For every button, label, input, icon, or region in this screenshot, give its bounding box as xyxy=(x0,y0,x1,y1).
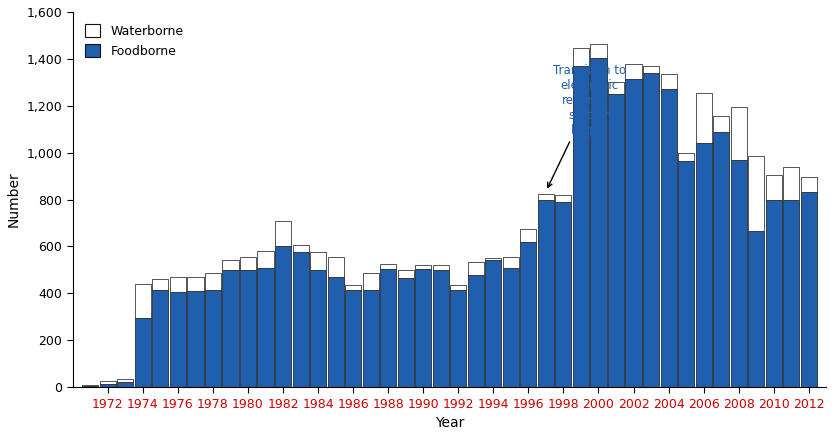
Bar xyxy=(573,48,589,66)
Bar xyxy=(293,252,309,387)
Bar xyxy=(538,200,554,387)
Bar xyxy=(275,221,291,246)
Bar xyxy=(170,292,186,387)
Bar xyxy=(696,93,711,143)
Bar xyxy=(485,260,501,387)
Bar xyxy=(433,265,449,270)
Bar xyxy=(380,264,396,269)
Bar xyxy=(223,270,239,387)
Bar xyxy=(310,252,326,270)
Bar xyxy=(83,386,98,387)
X-axis label: Year: Year xyxy=(435,416,465,430)
Bar xyxy=(801,177,816,192)
Bar xyxy=(83,385,98,386)
Bar xyxy=(538,194,554,200)
Bar xyxy=(398,278,414,387)
Bar xyxy=(643,66,659,73)
Bar xyxy=(240,270,256,387)
Bar xyxy=(135,318,151,387)
Y-axis label: Number: Number xyxy=(7,172,21,227)
Bar xyxy=(398,270,414,278)
Bar xyxy=(170,277,186,292)
Bar xyxy=(310,270,326,387)
Bar xyxy=(450,290,466,387)
Bar xyxy=(415,265,431,269)
Bar xyxy=(100,381,116,384)
Bar xyxy=(555,202,571,387)
Bar xyxy=(520,242,536,387)
Bar xyxy=(153,290,168,387)
Bar xyxy=(450,285,466,290)
Bar xyxy=(520,229,536,242)
Bar xyxy=(380,269,396,387)
Bar xyxy=(135,284,151,318)
Bar xyxy=(258,267,274,387)
Bar xyxy=(223,260,239,270)
Bar xyxy=(188,291,203,387)
Bar xyxy=(415,269,431,387)
Bar xyxy=(748,156,764,231)
Bar xyxy=(573,66,589,387)
Bar xyxy=(328,257,344,277)
Bar xyxy=(240,257,256,270)
Bar xyxy=(766,200,781,387)
Legend: Waterborne, Foodborne: Waterborne, Foodborne xyxy=(79,18,189,64)
Bar xyxy=(100,384,116,387)
Bar xyxy=(153,279,168,290)
Bar xyxy=(275,246,291,387)
Bar xyxy=(468,274,484,387)
Bar xyxy=(188,277,203,291)
Bar xyxy=(643,73,659,387)
Bar xyxy=(608,82,624,94)
Bar xyxy=(503,267,519,387)
Bar xyxy=(433,270,449,387)
Bar xyxy=(468,262,484,274)
Bar xyxy=(503,257,519,267)
Bar xyxy=(205,274,221,290)
Bar xyxy=(731,160,746,387)
Bar xyxy=(118,379,133,382)
Bar xyxy=(555,195,571,202)
Bar xyxy=(626,79,641,387)
Bar xyxy=(783,166,799,200)
Bar xyxy=(363,290,379,387)
Bar xyxy=(678,161,694,387)
Bar xyxy=(363,274,379,290)
Bar xyxy=(328,277,344,387)
Bar xyxy=(590,44,606,58)
Bar xyxy=(626,63,641,79)
Bar xyxy=(608,94,624,387)
Bar xyxy=(258,251,274,267)
Bar xyxy=(345,285,361,290)
Bar xyxy=(678,153,694,161)
Bar xyxy=(118,382,133,387)
Text: Transition to
electronic
reporting
system
began: Transition to electronic reporting syste… xyxy=(548,63,626,187)
Bar xyxy=(748,231,764,387)
Bar xyxy=(485,258,501,260)
Bar xyxy=(713,132,729,387)
Bar xyxy=(696,143,711,387)
Bar xyxy=(205,290,221,387)
Bar xyxy=(661,89,676,387)
Bar xyxy=(293,245,309,252)
Bar xyxy=(345,290,361,387)
Bar xyxy=(801,192,816,387)
Bar xyxy=(766,175,781,200)
Bar xyxy=(783,200,799,387)
Bar xyxy=(713,116,729,132)
Bar xyxy=(661,74,676,89)
Bar xyxy=(731,107,746,160)
Bar xyxy=(590,58,606,387)
